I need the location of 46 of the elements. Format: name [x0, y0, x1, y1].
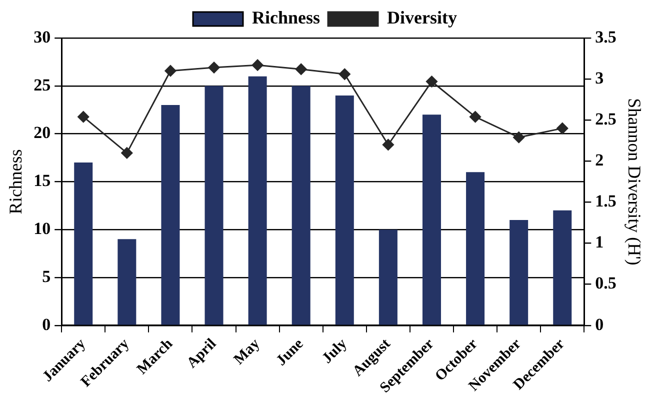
- bar: [378, 230, 398, 325]
- y-tick-label: 5: [42, 266, 51, 286]
- legend-label: Diversity: [387, 8, 457, 28]
- point: [513, 132, 525, 144]
- point: [295, 63, 307, 75]
- bar: [422, 114, 441, 325]
- point: [121, 147, 133, 159]
- y2-tick-label: 1: [595, 232, 604, 252]
- point: [78, 111, 90, 123]
- bar: [74, 162, 93, 325]
- y-tick-label: 30: [34, 27, 51, 46]
- x-tick-label: July: [319, 336, 351, 367]
- y-tick-label: 25: [34, 75, 51, 94]
- x-tick-label: June: [274, 336, 307, 370]
- bar: [248, 76, 267, 325]
- bar: [553, 210, 572, 325]
- y-tick-label: 20: [34, 123, 51, 142]
- y2-tick-label: 0.5: [595, 274, 616, 293]
- y2-tick-label: 1.5: [595, 192, 616, 211]
- bar: [335, 95, 354, 325]
- y2-tick-label: 0: [595, 314, 604, 334]
- point: [338, 68, 350, 80]
- point: [426, 76, 438, 88]
- y2-tick-label: 2.5: [595, 110, 616, 128]
- y2-tick-label: 3: [595, 68, 604, 88]
- bar: [118, 239, 136, 325]
- point: [382, 138, 394, 150]
- bar: [161, 105, 180, 325]
- point: [556, 122, 568, 134]
- point: [252, 59, 264, 71]
- bar: [204, 86, 224, 325]
- legend-label: Richness: [252, 8, 320, 28]
- y-tick-label: 15: [34, 171, 51, 190]
- bar: [466, 172, 485, 325]
- y2-axis-title: Shannon Diversity (H'): [624, 98, 644, 266]
- x-tick-label: May: [231, 336, 264, 368]
- point: [164, 65, 176, 77]
- y-axis-title: Richness: [6, 149, 26, 214]
- y-tick-label: 0: [42, 314, 51, 334]
- point: [208, 62, 220, 74]
- y-tick-label: 10: [34, 218, 51, 238]
- bar: [292, 86, 310, 325]
- bar: [510, 220, 528, 325]
- y2-tick-label: 3.5: [595, 27, 616, 46]
- point: [470, 111, 482, 123]
- y2-tick-label: 2: [595, 150, 604, 170]
